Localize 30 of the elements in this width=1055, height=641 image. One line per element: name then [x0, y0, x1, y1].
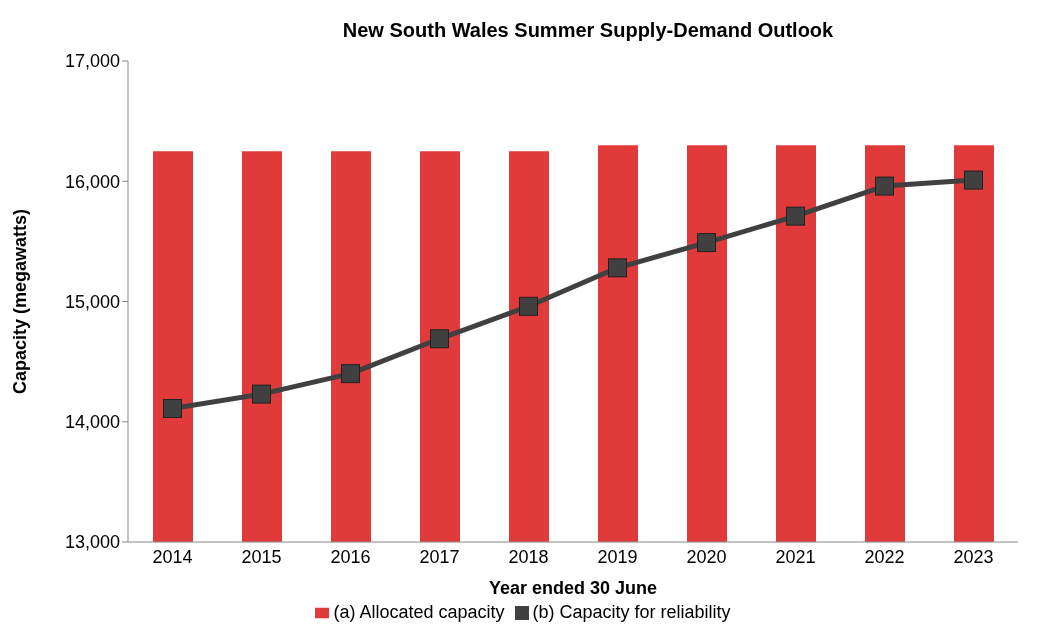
point — [964, 170, 983, 190]
x-tick-label: 2021 — [775, 546, 816, 567]
point — [697, 233, 716, 253]
x-tick-label: 2016 — [330, 546, 371, 567]
x-tick-label: 2015 — [241, 546, 282, 567]
point — [430, 329, 449, 349]
point — [875, 176, 894, 196]
x-tick-label: 2022 — [864, 546, 905, 567]
y-axis-title: Capacity (megawatts) — [10, 208, 31, 395]
y-tick-label: 13,000 — [64, 532, 120, 553]
y-tick-label: 17,000 — [64, 51, 120, 72]
point — [252, 384, 271, 404]
point — [608, 258, 627, 278]
x-tick-label: 2014 — [152, 546, 193, 567]
point — [341, 364, 360, 384]
y-tick-label: 14,000 — [64, 412, 120, 433]
x-tick-label: 2018 — [508, 546, 549, 567]
point — [786, 206, 805, 226]
x-tick-label: 2020 — [686, 546, 727, 567]
chart-title: New South Wales Summer Supply-Demand Outlook — [341, 18, 835, 43]
x-tick-label: 2017 — [419, 546, 460, 567]
x-tick-label: 2019 — [597, 546, 638, 567]
legend-label: (b) Capacity for reliability — [532, 602, 731, 622]
x-tick-label: 2023 — [953, 546, 994, 567]
y-tick-label: 16,000 — [64, 171, 120, 192]
x-axis-title: Year ended 30 June — [488, 578, 658, 598]
y-tick-label: 15,000 — [64, 291, 120, 312]
point — [163, 399, 182, 419]
point — [519, 296, 538, 316]
legend-label: (a) Allocated capacity — [333, 602, 505, 622]
